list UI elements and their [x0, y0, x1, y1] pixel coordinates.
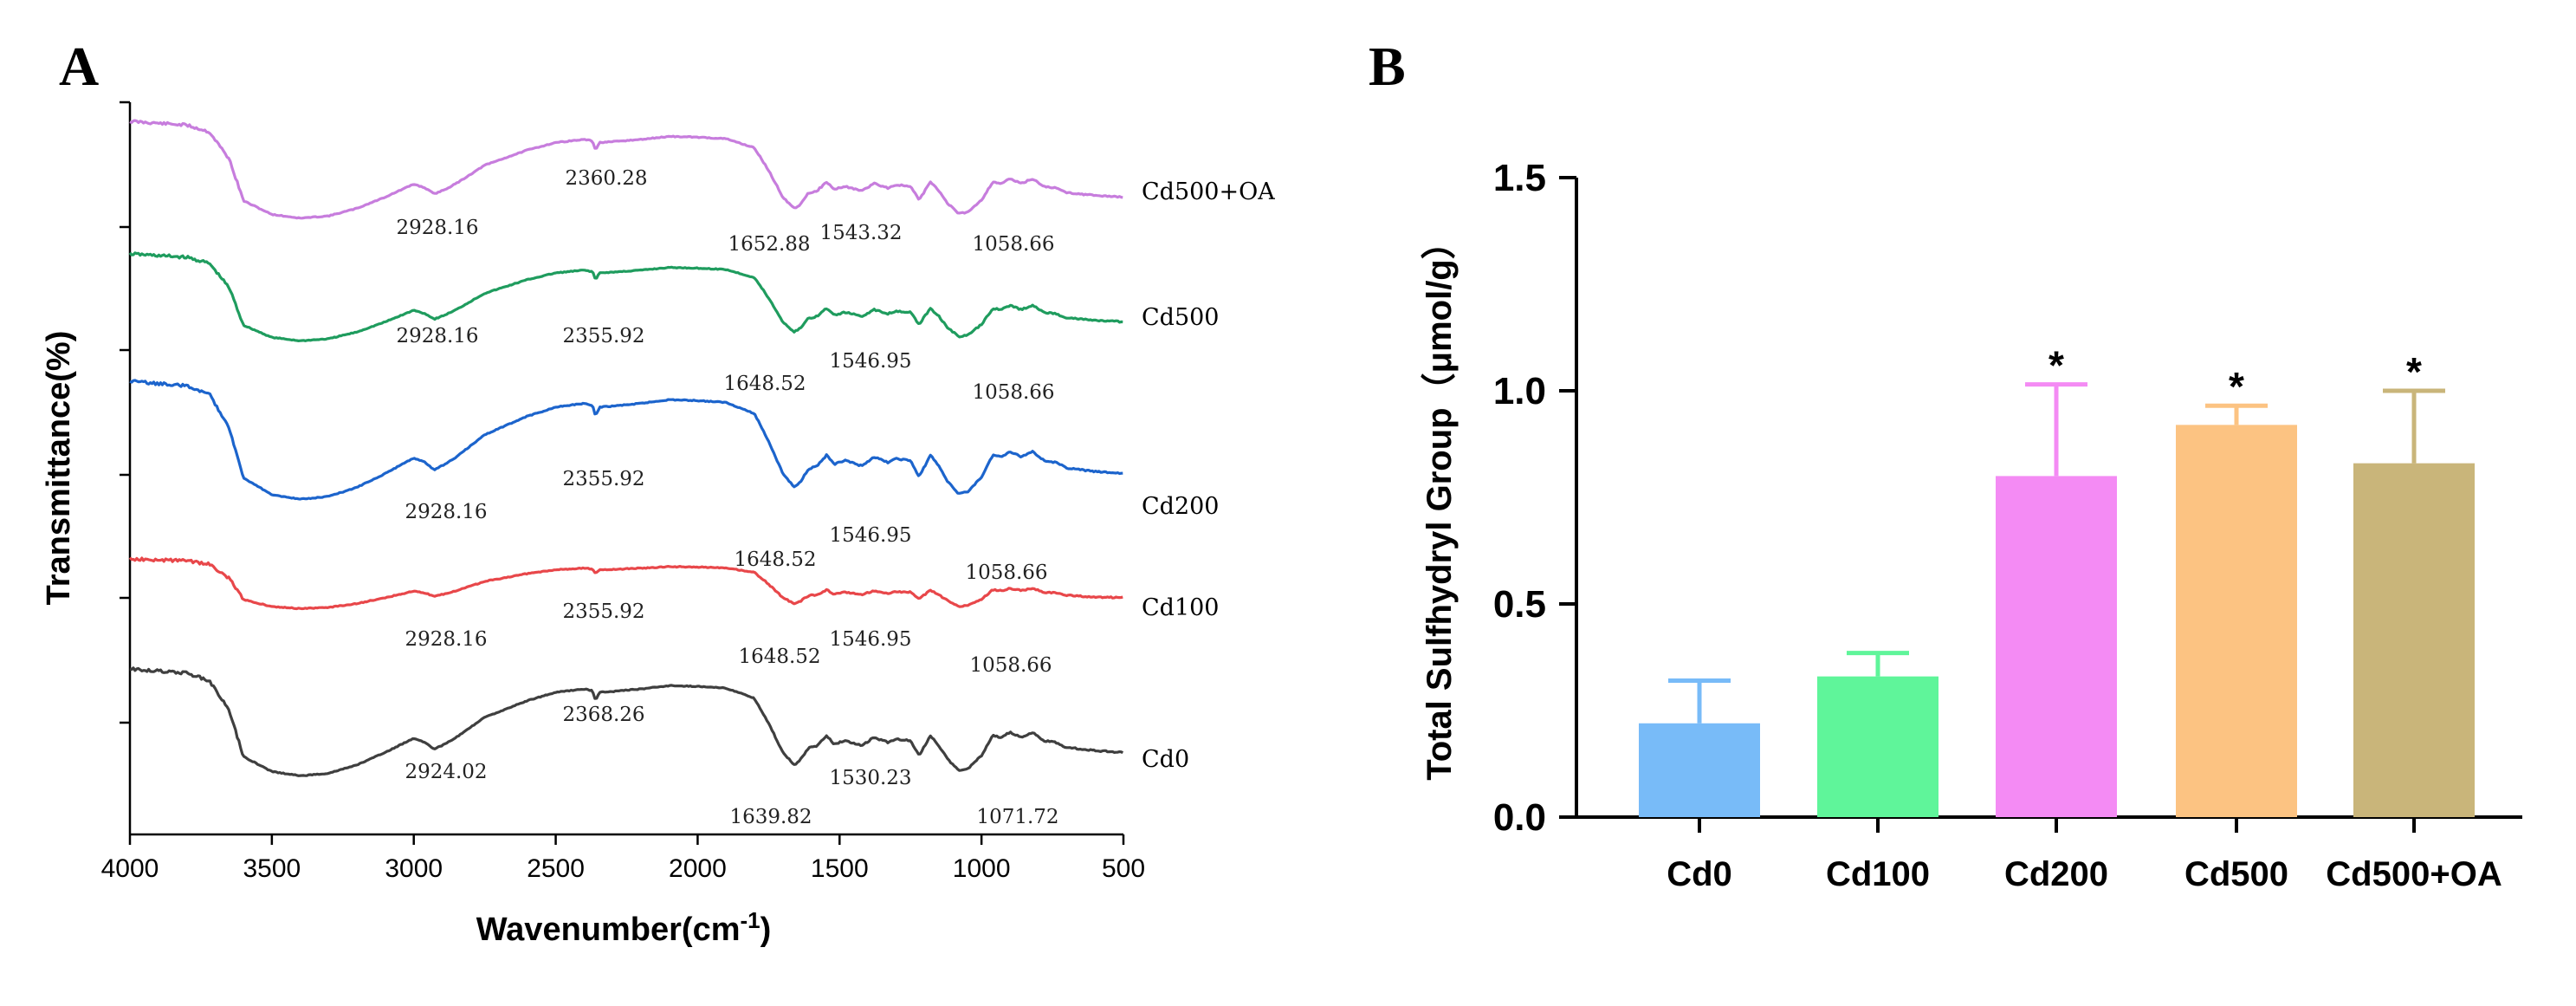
a-series-label: Cd200: [1142, 493, 1219, 520]
b-bar: [2176, 425, 2297, 817]
a-peak-label: 1652.88: [728, 233, 810, 256]
a-peak-label: 1530.23: [829, 767, 911, 789]
a-series-line: [128, 556, 1123, 611]
b-bar: [2353, 463, 2475, 817]
a-x-tick-label: 3000: [385, 854, 443, 883]
a-peak-label: 2928.16: [396, 325, 478, 347]
a-series-line: [129, 666, 1124, 777]
b-bars: * * *: [1639, 343, 2475, 817]
b-category-label: Cd500+OA: [2326, 855, 2502, 893]
panel-a-letter: A: [59, 36, 99, 97]
b-significance-star: *: [2229, 364, 2244, 409]
panel-b-letter: B: [1369, 36, 1406, 97]
a-peak-label: 1639.82: [729, 806, 812, 828]
a-x-tick-label: 1000: [953, 854, 1011, 883]
a-x-axis-title-main: Wavenumber: [476, 912, 682, 948]
a-peak-label: 1058.66: [969, 654, 1052, 677]
a-peak-label: 2924.02: [405, 761, 487, 783]
b-y-tick-label: 0.0: [1493, 796, 1546, 839]
a-series-label: Cd500: [1142, 304, 1219, 331]
b-category-labels: Cd0 Cd100 Cd200 Cd500 Cd500+OA: [1667, 817, 2502, 893]
a-peak-label: 2355.92: [562, 468, 644, 490]
a-peak-labels: 2928.16 2360.28 1652.88 1543.32 1058.66 2928.…: [396, 167, 1058, 828]
b-y-tick-label: 1.5: [1493, 157, 1546, 199]
a-peak-label: 2928.16: [405, 501, 487, 523]
a-y-ticks: [120, 101, 130, 724]
panel-a-ftir-chart: A 4000 3500 3000 2500 2000 1500 1000 500 2928.1…: [41, 36, 1275, 948]
a-peak-label: 2355.92: [562, 600, 644, 623]
a-peak-label: 2928.16: [405, 628, 487, 651]
a-peak-label: 1648.52: [734, 548, 816, 571]
b-y-axis-title: Total Sulfhydryl Group（μmol/g）: [1421, 224, 1459, 781]
a-x-axis-title-exp: -1: [741, 907, 761, 933]
a-x-tick-label: 1500: [811, 854, 869, 883]
a-x-tick-label: 500: [1102, 854, 1145, 883]
b-bar: [1996, 476, 2117, 817]
b-category-label: Cd100: [1826, 855, 1930, 893]
a-series-label: Cd0: [1142, 746, 1189, 773]
b-category-label: Cd500: [2184, 855, 2288, 893]
b-category-label: Cd200: [2004, 855, 2108, 893]
a-peak-label: 1546.95: [829, 628, 911, 651]
a-x-tick-label: 2000: [669, 854, 727, 883]
a-series-labels: Cd500+OA Cd500 Cd200 Cd100 Cd0: [1142, 178, 1275, 773]
a-series-label: Cd100: [1142, 594, 1219, 621]
b-category-label: Cd0: [1667, 855, 1732, 893]
a-peak-label: 2368.26: [562, 704, 644, 726]
b-bar: [1817, 676, 1938, 817]
a-peak-label: 1058.66: [972, 233, 1054, 256]
b-y-tick-label: 1.0: [1493, 370, 1546, 412]
panel-b-bar-chart: B 0.0 0.5 1.0 1.5 * * * Cd0 Cd100 Cd200 Cd500 Cd5…: [1369, 36, 2522, 893]
a-series-curves: [128, 119, 1124, 777]
b-significance-star: *: [2406, 349, 2422, 394]
a-peak-label: 1648.52: [723, 373, 806, 395]
a-peak-label: 1058.66: [965, 561, 1047, 584]
a-series-line: [129, 379, 1123, 501]
a-peak-label: 1071.72: [976, 806, 1058, 828]
a-x-ticks: 4000 3500 3000 2500 2000 1500 1000 500: [101, 834, 1145, 883]
b-y-tick-label: 0.5: [1493, 583, 1546, 626]
a-series-line: [128, 251, 1123, 342]
a-series-line: [129, 119, 1123, 220]
a-peak-label: 2355.92: [562, 325, 644, 347]
a-y-axis-title: Transmittance(%): [41, 331, 77, 606]
a-x-axis-title-unit: (cm: [682, 912, 741, 948]
a-series-label: Cd500+OA: [1142, 178, 1275, 205]
a-x-axis-title-close: ): [761, 912, 772, 948]
a-peak-label: 1543.32: [819, 222, 902, 244]
a-peak-label: 2928.16: [396, 217, 478, 239]
a-x-tick-label: 2500: [527, 854, 585, 883]
a-peak-label: 1546.95: [829, 350, 911, 373]
a-peak-label: 1546.95: [829, 524, 911, 547]
b-y-ticks: 0.0 0.5 1.0 1.5: [1493, 157, 1576, 839]
a-x-axis-title: Wavenumber(cm-1): [476, 907, 772, 948]
a-peak-label: 2360.28: [565, 167, 647, 190]
b-bar: [1639, 723, 1760, 817]
a-peak-label: 1058.66: [972, 381, 1054, 404]
a-peak-label: 1648.52: [738, 646, 820, 668]
a-x-tick-label: 3500: [243, 854, 301, 883]
a-x-tick-label: 4000: [101, 854, 159, 883]
b-significance-star: *: [2049, 343, 2064, 388]
